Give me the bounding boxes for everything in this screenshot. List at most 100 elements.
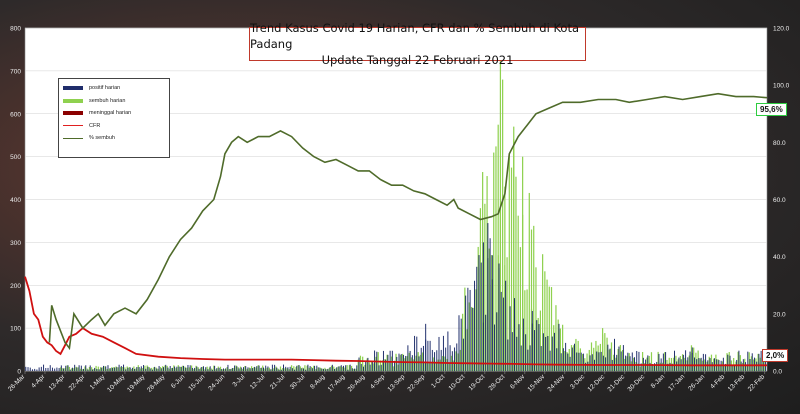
positif-bar bbox=[158, 365, 160, 371]
positif-bar bbox=[120, 366, 122, 371]
positif-bar bbox=[365, 361, 367, 371]
positif-bar bbox=[89, 365, 91, 371]
positif-bar bbox=[607, 344, 609, 371]
sembuh-bar bbox=[413, 359, 415, 371]
left-tick-label: 300 bbox=[10, 240, 21, 247]
positif-bar bbox=[160, 368, 162, 371]
sembuh-bar bbox=[299, 366, 302, 371]
positif-bar bbox=[191, 367, 193, 371]
positif-bar bbox=[285, 366, 287, 371]
positif-bar bbox=[496, 312, 498, 371]
positif-bar bbox=[143, 365, 145, 371]
right-tick-label: 80.0 bbox=[773, 140, 786, 147]
positif-bar bbox=[560, 353, 562, 371]
sembuh-bar bbox=[548, 286, 550, 371]
legend-item-cfr: CFR bbox=[63, 120, 165, 133]
sembuh-bar bbox=[695, 352, 697, 371]
positif-bar bbox=[620, 351, 622, 371]
positif-bar bbox=[149, 368, 151, 371]
sembuh-bar bbox=[388, 362, 390, 371]
sembuh-bar bbox=[382, 360, 384, 371]
positif-bar bbox=[240, 367, 242, 371]
sembuh-bar bbox=[355, 368, 357, 371]
sembuh-bar bbox=[499, 55, 502, 372]
positif-bar bbox=[618, 346, 620, 371]
sembuh-bar bbox=[370, 360, 373, 371]
positif-bar bbox=[427, 340, 429, 371]
sembuh-bar bbox=[630, 361, 633, 371]
chart-title: Trend Kasus Covid 19 Harian, CFR dan % S… bbox=[250, 21, 580, 51]
positif-bar bbox=[476, 266, 478, 371]
positif-bar bbox=[480, 262, 482, 371]
positif-bar bbox=[385, 359, 387, 371]
sembuh-bar bbox=[91, 367, 93, 371]
sembuh-bar bbox=[759, 357, 761, 371]
positif-bar bbox=[491, 255, 493, 371]
positif-bar bbox=[571, 347, 573, 371]
positif-bar bbox=[693, 357, 695, 371]
positif-bar bbox=[194, 367, 196, 371]
x-tick-label: 21-Dec bbox=[606, 373, 626, 393]
positif-bar bbox=[756, 361, 758, 371]
positif-bar bbox=[591, 354, 593, 371]
positif-bar bbox=[65, 365, 67, 371]
sembuh-bar bbox=[275, 366, 277, 371]
legend-item-meninggal: meninggal harian bbox=[63, 107, 165, 120]
positif-bar bbox=[218, 367, 220, 371]
sembuh-bar bbox=[233, 367, 235, 371]
positif-bar bbox=[689, 351, 691, 371]
sembuh-bar bbox=[368, 362, 370, 371]
x-tick-label: 22-Apr bbox=[68, 373, 87, 392]
positif-bar bbox=[356, 365, 358, 371]
positif-bar bbox=[258, 365, 260, 371]
sembuh-bar bbox=[124, 367, 126, 371]
positif-bar bbox=[183, 365, 185, 371]
sembuh-bar bbox=[477, 246, 479, 371]
positif-bar bbox=[733, 364, 735, 371]
x-tick-label: 17-Jan bbox=[667, 373, 686, 392]
sembuh-bar bbox=[710, 354, 713, 371]
positif-bar bbox=[38, 367, 40, 371]
right-tick-label: 60.0 bbox=[773, 197, 786, 204]
positif-bar bbox=[205, 367, 207, 371]
positif-bar bbox=[702, 353, 704, 371]
sembuh-bar bbox=[628, 353, 630, 371]
positif-bar bbox=[40, 366, 42, 371]
positif-bar bbox=[669, 362, 671, 371]
sembuh-bar bbox=[144, 365, 146, 371]
positif-bar bbox=[31, 369, 33, 371]
positif-bar bbox=[171, 367, 173, 371]
x-tick-label: 8-Aug bbox=[309, 373, 326, 390]
sembuh-bar bbox=[542, 254, 544, 371]
legend-swatch-cfr bbox=[63, 125, 83, 127]
positif-bar bbox=[673, 350, 675, 371]
positif-bar bbox=[516, 336, 518, 371]
sembuh-bar bbox=[530, 229, 533, 371]
sembuh-bar bbox=[479, 208, 482, 371]
sembuh-bar bbox=[188, 367, 191, 371]
positif-bar bbox=[447, 331, 449, 371]
positif-bar bbox=[280, 369, 282, 371]
positif-bar bbox=[136, 366, 138, 371]
sembuh-bar bbox=[324, 367, 326, 371]
positif-bar bbox=[547, 335, 549, 371]
sembuh-bar bbox=[757, 353, 759, 371]
sembuh-bar bbox=[681, 354, 684, 371]
positif-bar bbox=[725, 363, 727, 371]
sembuh-bar bbox=[599, 343, 601, 371]
sembuh-bar bbox=[86, 368, 88, 371]
sembuh-bar bbox=[739, 355, 741, 371]
sembuh-bar bbox=[446, 358, 448, 371]
positif-bar bbox=[329, 367, 331, 371]
positif-bar bbox=[431, 349, 433, 371]
sembuh-bar bbox=[473, 307, 475, 371]
sembuh-bar bbox=[439, 359, 442, 371]
positif-bar bbox=[438, 336, 440, 371]
sembuh-bar bbox=[428, 363, 430, 371]
sembuh-bar bbox=[113, 367, 115, 371]
sembuh-bar bbox=[277, 368, 279, 371]
positif-bar bbox=[67, 365, 69, 371]
sembuh-bar bbox=[339, 366, 342, 371]
positif-bar bbox=[302, 368, 304, 371]
positif-bar bbox=[678, 357, 680, 371]
